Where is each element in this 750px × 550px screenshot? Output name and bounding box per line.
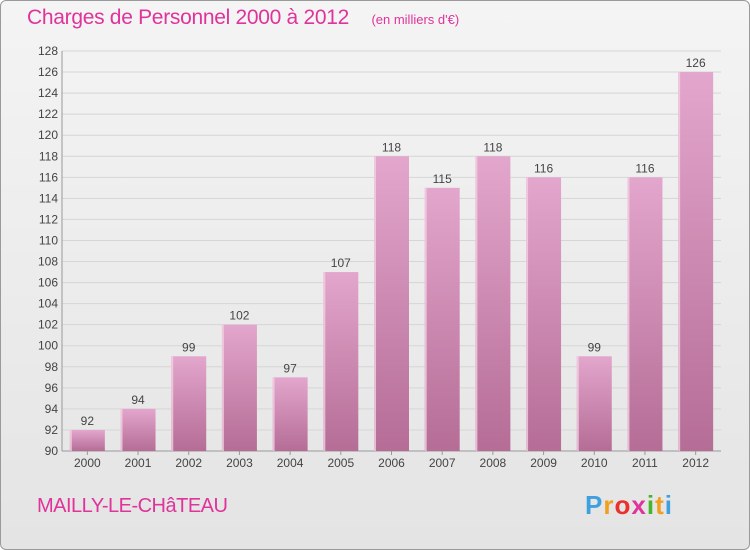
bar bbox=[221, 324, 257, 451]
y-tick-label: 102 bbox=[38, 318, 58, 332]
bar-highlight bbox=[627, 177, 630, 451]
brand-logo: Proxiti bbox=[585, 490, 673, 521]
bar bbox=[678, 72, 714, 451]
bar-highlight bbox=[120, 408, 123, 451]
chart-unit-note: (en milliers d'€) bbox=[371, 12, 460, 27]
x-tick-label: 2009 bbox=[530, 456, 557, 470]
x-tick-label: 2001 bbox=[125, 456, 152, 470]
y-tick-label: 118 bbox=[39, 149, 58, 163]
x-tick-label: 2000 bbox=[74, 456, 101, 470]
y-tick-label: 106 bbox=[38, 276, 58, 290]
y-tick-label: 92 bbox=[45, 423, 59, 437]
label-layer: 90 92 94 96 98 100 102 104 106 108 110 112 114 116 118… bbox=[38, 44, 709, 470]
y-tick-label: 120 bbox=[38, 128, 58, 142]
data-label: 99 bbox=[588, 340, 602, 354]
bar-highlight bbox=[221, 324, 224, 451]
brand-letter: o bbox=[614, 490, 632, 520]
brand-letter: x bbox=[631, 490, 647, 520]
bar bbox=[424, 187, 460, 451]
x-tick-label: 2005 bbox=[327, 456, 354, 470]
x-tick-label: 2003 bbox=[226, 456, 253, 470]
data-label: 118 bbox=[483, 140, 502, 154]
bar-highlight bbox=[576, 356, 579, 451]
y-tick-label: 94 bbox=[45, 402, 59, 416]
data-label: 92 bbox=[81, 414, 95, 428]
data-label: 118 bbox=[382, 140, 401, 154]
x-tick-label: 2010 bbox=[581, 456, 608, 470]
data-label: 107 bbox=[331, 256, 351, 270]
brand-letter: r bbox=[603, 490, 615, 520]
data-label: 94 bbox=[131, 393, 145, 407]
bar bbox=[576, 356, 612, 451]
bar-highlight bbox=[272, 377, 275, 451]
data-label: 99 bbox=[182, 340, 196, 354]
bar-layer bbox=[69, 72, 714, 451]
bar bbox=[69, 429, 105, 451]
x-tick-label: 2012 bbox=[682, 456, 709, 470]
bar bbox=[323, 272, 359, 451]
bar-highlight bbox=[424, 187, 427, 451]
y-tick-label: 96 bbox=[45, 381, 59, 395]
y-tick-label: 108 bbox=[38, 255, 58, 269]
place-name: MAILLY-LE-CHâTEAU bbox=[37, 495, 228, 517]
bar-highlight bbox=[171, 356, 174, 451]
bar-highlight bbox=[323, 272, 326, 451]
y-tick-label: 124 bbox=[38, 86, 58, 100]
bar bbox=[374, 156, 409, 451]
x-tick-label: 2002 bbox=[175, 456, 202, 470]
data-label: 97 bbox=[283, 361, 297, 375]
data-label: 126 bbox=[686, 56, 706, 70]
data-label: 115 bbox=[433, 172, 452, 186]
x-tick-label: 2011 bbox=[632, 456, 658, 470]
bar bbox=[627, 177, 663, 451]
y-tick-label: 128 bbox=[38, 44, 58, 58]
data-label: 116 bbox=[534, 161, 553, 175]
bar-highlight bbox=[475, 156, 478, 451]
y-tick-label: 112 bbox=[39, 212, 58, 226]
bar-highlight bbox=[69, 429, 72, 451]
data-label: 102 bbox=[229, 309, 249, 323]
bar-highlight bbox=[374, 156, 376, 451]
bar bbox=[475, 156, 511, 451]
brand-letter: t bbox=[655, 490, 665, 520]
x-tick-label: 2006 bbox=[378, 456, 405, 470]
y-tick-label: 104 bbox=[38, 297, 58, 311]
bar bbox=[120, 408, 156, 451]
y-tick-label: 114 bbox=[39, 191, 58, 205]
y-tick-label: 100 bbox=[38, 339, 58, 353]
y-tick-label: 122 bbox=[38, 107, 58, 121]
y-tick-label: 98 bbox=[45, 360, 59, 374]
brand-letter: i bbox=[664, 490, 673, 520]
brand-letter: i bbox=[646, 490, 656, 520]
y-tick-label: 126 bbox=[38, 65, 58, 79]
y-tick-label: 110 bbox=[39, 233, 58, 247]
bar bbox=[171, 356, 207, 451]
title-row: Charges de Personnel 2000 à 2012 (en mil… bbox=[27, 6, 459, 30]
bar bbox=[526, 177, 562, 451]
bar bbox=[272, 377, 308, 451]
y-tick-label: 116 bbox=[39, 170, 58, 184]
x-tick-label: 2004 bbox=[277, 456, 304, 470]
brand-letter: P bbox=[585, 490, 604, 520]
y-tick-label: 90 bbox=[45, 444, 59, 458]
x-tick-label: 2008 bbox=[480, 456, 507, 470]
chart-title: Charges de Personnel 2000 à 2012 bbox=[27, 6, 349, 29]
bar-highlight bbox=[526, 177, 529, 451]
data-label: 116 bbox=[635, 161, 654, 175]
x-tick-label: 2007 bbox=[429, 456, 456, 470]
bar-highlight bbox=[678, 72, 681, 451]
